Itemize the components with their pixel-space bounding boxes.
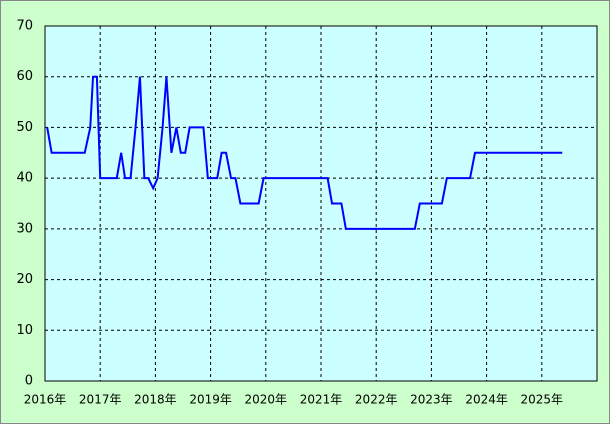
x-tick-label: 2024年 [465,393,508,407]
y-tick-label: 70 [16,19,33,34]
x-tick-label: 2023年 [410,393,453,407]
y-tick-label: 10 [16,323,33,338]
y-tick-label: 0 [25,374,33,389]
x-tick-label: 2019年 [189,393,232,407]
y-tick-label: 40 [16,171,33,186]
y-tick-label: 60 [16,69,33,84]
y-tick-label: 50 [16,120,33,135]
x-tick-label: 2017年 [79,393,122,407]
x-tick-label: 2020年 [245,393,288,407]
x-tick-label: 2021年 [300,393,343,407]
x-tick-label: 2018年 [134,393,177,407]
x-tick-label: 2025年 [521,393,564,407]
x-tick-label: 2016年 [24,393,67,407]
x-tick-label: 2022年 [355,393,398,407]
y-tick-label: 30 [16,221,33,236]
data-line [46,75,563,230]
y-tick-label: 20 [16,272,33,287]
